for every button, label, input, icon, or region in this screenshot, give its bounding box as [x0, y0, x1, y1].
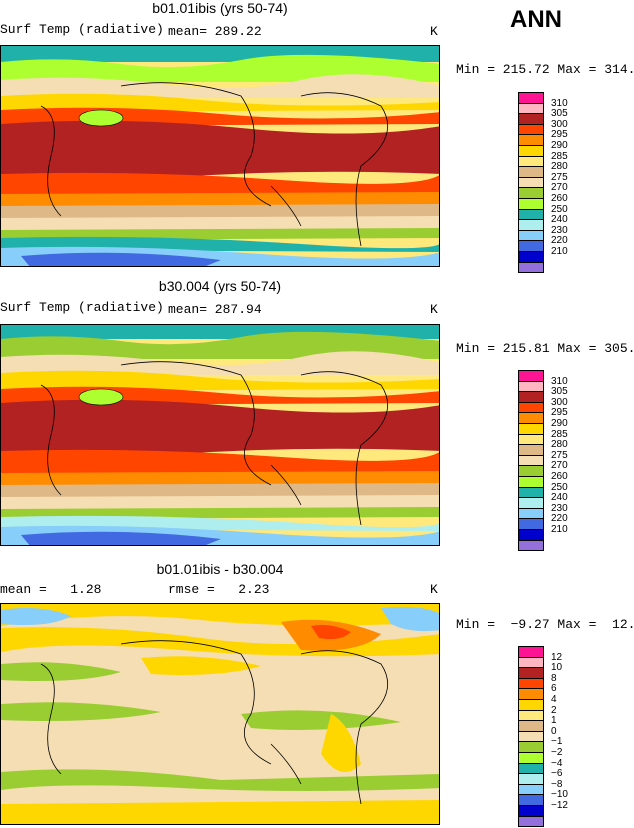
- panel-2-colorbar: 310 305 300 295 290 285 280 275 270 260 250 240 230 2…: [518, 370, 608, 552]
- colorbar-swatch: [518, 539, 544, 552]
- colorbar-swatch: [518, 261, 544, 274]
- panel-3-unit-label: K: [430, 582, 438, 597]
- colorbar-label: 270: [551, 182, 568, 194]
- colorbar-label: 290: [551, 140, 568, 151]
- panel-2-map: [0, 324, 440, 546]
- colorbar-label: 4: [551, 694, 557, 705]
- colorbar-label: 280: [551, 161, 568, 173]
- season-label: ANN: [510, 6, 562, 33]
- colorbar-label: 305: [551, 108, 568, 120]
- colorbar-label: 1: [551, 715, 557, 727]
- colorbar-label: 2: [551, 704, 557, 716]
- colorbar-label: 295: [551, 129, 568, 141]
- colorbar-label: 310: [551, 375, 568, 387]
- colorbar-label: 290: [551, 418, 568, 429]
- panel-1-colorbar: 310 305 300 295 290 285 280 275 270 260 250 240 230 2…: [518, 92, 608, 274]
- colorbar-label: −6: [551, 768, 563, 780]
- colorbar-label: 275: [551, 171, 568, 183]
- colorbar-label: 230: [551, 502, 568, 514]
- panel-1-minmax: Min = 215.72 Max = 314.82: [456, 62, 634, 77]
- panel-1-mean-label: mean= 289.22: [168, 24, 262, 39]
- colorbar-label: 220: [551, 513, 568, 525]
- colorbar-label: 8: [551, 672, 557, 684]
- colorbar-label: 230: [551, 224, 568, 236]
- panel-2-minmax: Min = 215.81 Max = 305.72: [456, 341, 634, 356]
- colorbar-label: 300: [551, 396, 568, 408]
- panel-3-title: b01.01ibis - b30.004: [156, 561, 284, 577]
- colorbar-label: 305: [551, 386, 568, 398]
- panel-1-title: b01.01ibis (yrs 50-74): [152, 0, 288, 16]
- panel-1-map: [0, 45, 440, 267]
- colorbar-label: −10: [551, 789, 568, 801]
- colorbar-label: 285: [551, 150, 568, 162]
- colorbar-label: 300: [551, 118, 568, 130]
- colorbar-label: 270: [551, 460, 568, 472]
- colorbar-label: −2: [551, 747, 563, 758]
- colorbar-label: −12: [551, 800, 568, 811]
- panel-1-variable-label: Surf Temp (radiative): [0, 22, 164, 37]
- panel-3-minmax: Min = −9.27 Max = 12.91: [456, 617, 634, 632]
- panel-3-mean-label: mean = 1.28: [0, 582, 102, 597]
- panel-2-variable-label: Surf Temp (radiative): [0, 300, 164, 315]
- colorbar-label: 260: [551, 193, 568, 204]
- colorbar-label: 240: [551, 492, 568, 504]
- panel-2-mean-label: mean= 287.94: [168, 302, 262, 317]
- colorbar-label: 250: [551, 203, 568, 215]
- colorbar-label: 285: [551, 428, 568, 440]
- colorbar-label: 275: [551, 449, 568, 461]
- panel-3-colorbar: 12 10 8 6 4 2 1 0 −1 −2 −4 −6 −8 −10 −12: [518, 646, 608, 828]
- colorbar-label: 220: [551, 235, 568, 247]
- colorbar-label: 295: [551, 407, 568, 419]
- colorbar-label: 250: [551, 481, 568, 493]
- colorbar-label: 10: [551, 662, 563, 674]
- colorbar-label: 280: [551, 439, 568, 451]
- panel-1-unit-label: K: [430, 24, 438, 39]
- colorbar-label: −8: [551, 778, 563, 790]
- colorbar-label: 240: [551, 214, 568, 226]
- colorbar-label: 310: [551, 97, 568, 109]
- colorbar-swatch: [518, 815, 544, 828]
- colorbar-label: −4: [551, 757, 563, 769]
- colorbar-label: 260: [551, 471, 568, 482]
- panel-3-map: [0, 603, 440, 825]
- colorbar-label: 6: [551, 683, 557, 695]
- panel-2-unit-label: K: [430, 302, 438, 317]
- panel-2-title: b30.004 (yrs 50-74): [158, 278, 282, 294]
- colorbar-label: 210: [551, 524, 568, 535]
- colorbar-label: −1: [551, 736, 563, 748]
- colorbar-label: 0: [551, 725, 557, 737]
- panel-3-rmse-label: rmse = 2.23: [168, 582, 270, 597]
- colorbar-label: 210: [551, 246, 568, 257]
- colorbar-label: 12: [551, 651, 563, 663]
